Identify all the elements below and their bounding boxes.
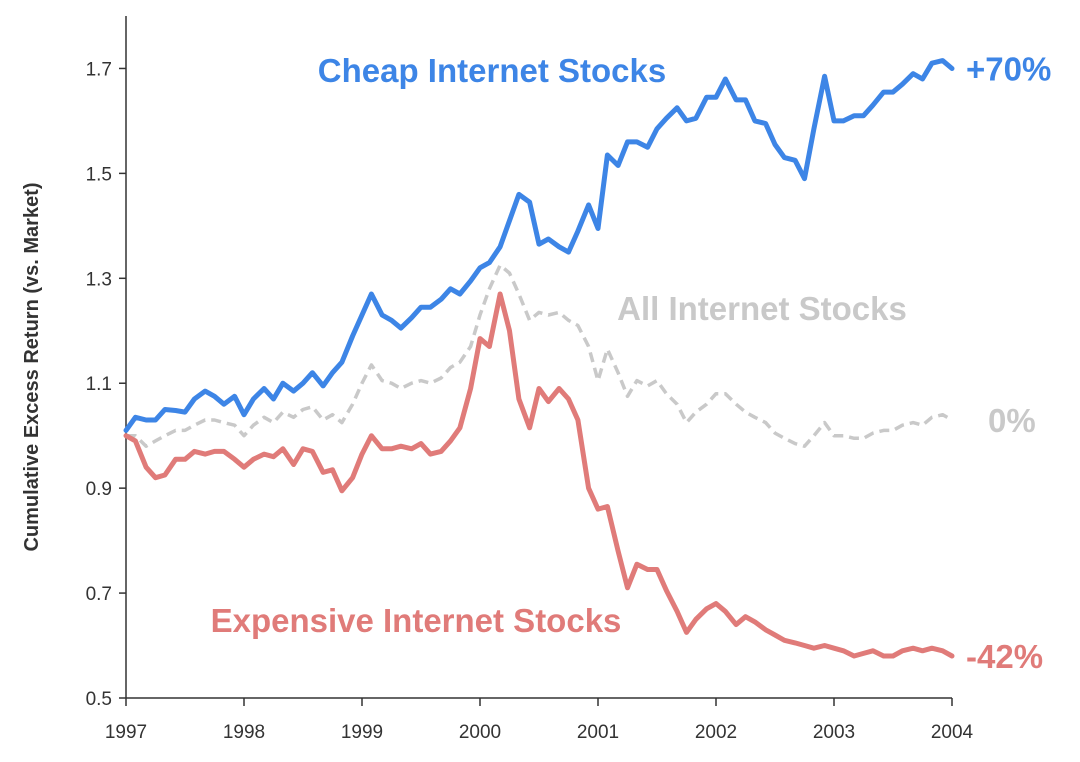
series-labels: Cheap Internet Stocks All Internet Stocks… bbox=[211, 50, 1052, 675]
series-line-expensive-internet-stocks bbox=[123, 291, 955, 659]
end-label-all-internet-stocks: 0% bbox=[988, 402, 1036, 439]
end-label-expensive-internet-stocks: -42% bbox=[966, 638, 1043, 675]
y-axis-title: Cumulative Excess Return (vs. Market) bbox=[21, 182, 43, 551]
series-label-cheap-internet-stocks: Cheap Internet Stocks bbox=[318, 52, 666, 89]
end-label-cheap-internet-stocks: +70% bbox=[966, 50, 1051, 87]
series-line-all-internet-stocks bbox=[126, 263, 953, 448]
x-tick-label: 2004 bbox=[931, 722, 974, 743]
y-tick-label: 0.9 bbox=[86, 479, 112, 500]
y-tick-label: 1.1 bbox=[86, 374, 112, 395]
series-label-all-internet-stocks: All Internet Stocks bbox=[617, 290, 907, 327]
y-tick-label: 0.5 bbox=[86, 689, 112, 710]
series-line-cheap-internet-stocks bbox=[123, 58, 955, 433]
y-tick-label: 1.5 bbox=[86, 164, 112, 185]
x-tick-label: 2002 bbox=[695, 722, 737, 743]
x-tick-label: 2001 bbox=[577, 722, 619, 743]
series-lines bbox=[123, 58, 955, 659]
axes: 0.5 0.7 0.9 1.1 1.3 1.5 1.7 1997 1998 1999 2000 200… bbox=[21, 16, 974, 743]
x-tick-label: 1999 bbox=[341, 722, 383, 743]
x-tick-label: 2003 bbox=[813, 722, 855, 743]
y-tick-label: 1.7 bbox=[86, 59, 112, 80]
x-tick-label: 1998 bbox=[223, 722, 265, 743]
x-tick-label: 1997 bbox=[105, 722, 147, 743]
series-label-expensive-internet-stocks: Expensive Internet Stocks bbox=[211, 602, 622, 639]
y-tick-label: 1.3 bbox=[86, 269, 112, 290]
x-tick-label: 2000 bbox=[459, 722, 501, 743]
y-tick-label: 0.7 bbox=[86, 584, 112, 605]
